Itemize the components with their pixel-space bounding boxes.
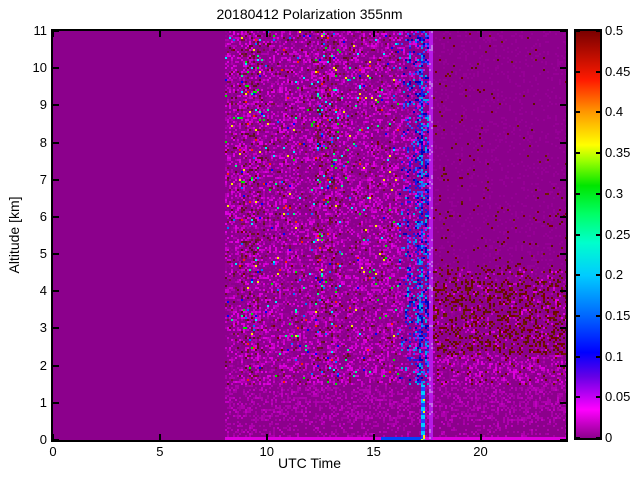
y-tick-label: 8 [39,134,47,150]
colorbar-tick [576,274,580,277]
colorbar-tick-right [596,355,600,358]
y-tick-label: 3 [39,320,47,336]
y-axis-tick [53,290,59,293]
x-tick-label: 10 [259,444,274,459]
y-axis-tick [53,141,59,144]
colorbar-tick-label: 0.05 [605,389,631,405]
colorbar-tick [576,396,580,399]
colorbar-tick [576,192,580,195]
colorbar-tick-right [596,30,600,32]
y-axis-tick [53,327,59,330]
colorbar-tick-right [596,437,600,439]
y-axis-tick [53,439,59,441]
colorbar-tick-label: 0.3 [605,185,624,201]
colorbar-tick [576,437,580,439]
y-tick-label: 0 [39,432,47,447]
y-axis-tick-right [560,67,566,70]
colorbar-tick [576,314,580,317]
y-tick-label: 5 [39,246,47,262]
colorbar-tick-label: 0 [605,430,613,445]
colorbar-tick-right [596,152,600,155]
x-axis-tick [372,434,375,440]
plot-area [51,29,568,442]
colorbar-tick-label: 0.4 [605,104,624,120]
y-tick-label: 11 [33,23,48,38]
y-axis-tick-right [560,104,566,107]
y-axis-tick [53,253,59,256]
y-axis-tick-right [560,215,566,218]
y-axis-tick [53,215,59,218]
y-tick-label: 7 [39,171,47,187]
colorbar-tick [576,70,580,73]
colorbar-tick-right [596,274,600,277]
x-tick-label: 15 [366,444,381,459]
colorbar-tick [576,233,580,236]
x-tick-label: 0 [49,444,57,459]
colorbar-tick-label: 0.1 [605,348,624,364]
y-axis-tick [53,401,59,404]
colorbar-tick-label: 0.45 [605,63,631,79]
y-tick-label: 6 [39,208,47,224]
y-axis-tick-right [560,401,566,404]
y-tick-label: 10 [32,60,47,76]
y-axis-tick-right [560,290,566,293]
x-axis-tick-top [372,31,375,37]
colorbar-tick-right [596,233,600,236]
x-axis-tick-top [265,31,268,37]
colorbar-tick [576,152,580,155]
colorbar-tick-label: 0.5 [605,23,624,38]
x-axis-tick [52,434,54,440]
x-tick-label: 5 [156,444,164,459]
x-axis-label: UTC Time [278,455,341,471]
y-axis-tick [53,364,59,367]
x-axis-tick [479,434,482,440]
y-tick-label: 9 [39,97,47,113]
y-axis-tick [53,104,59,107]
y-axis-tick-right [560,178,566,181]
x-axis-tick-top [479,31,482,37]
x-axis-tick [265,434,268,440]
y-axis-tick [53,30,59,32]
colorbar-tick-right [596,314,600,317]
y-axis-tick-right [560,141,566,144]
x-axis-tick-top [158,31,161,37]
colorbar-tick-right [596,70,600,73]
heatmap-canvas [53,31,566,440]
colorbar-tick [576,111,580,114]
y-axis-tick-right [560,30,566,32]
colorbar-tick-label: 0.2 [605,267,624,283]
y-axis-tick-right [560,364,566,367]
y-axis-tick-right [560,253,566,256]
colorbar-tick-right [596,192,600,195]
colorbar-tick-label: 0.15 [605,307,631,323]
y-tick-label: 1 [39,394,47,410]
chart-title: 20180412 Polarization 355nm [216,6,403,22]
y-axis-tick [53,67,59,70]
y-axis-tick-right [560,327,566,330]
y-tick-label: 4 [39,283,47,299]
colorbar-tick-right [596,396,600,399]
colorbar-tick-label: 0.35 [605,145,631,161]
x-axis-tick [158,434,161,440]
x-axis-tick-top [52,31,54,37]
y-axis-tick [53,178,59,181]
x-tick-label: 20 [473,444,488,459]
y-axis-tick-right [560,439,566,441]
colorbar-tick-label: 0.25 [605,226,631,242]
colorbar-tick-right [596,111,600,114]
y-tick-label: 2 [39,357,47,373]
colorbar-tick [576,355,580,358]
colorbar-tick [576,30,580,32]
